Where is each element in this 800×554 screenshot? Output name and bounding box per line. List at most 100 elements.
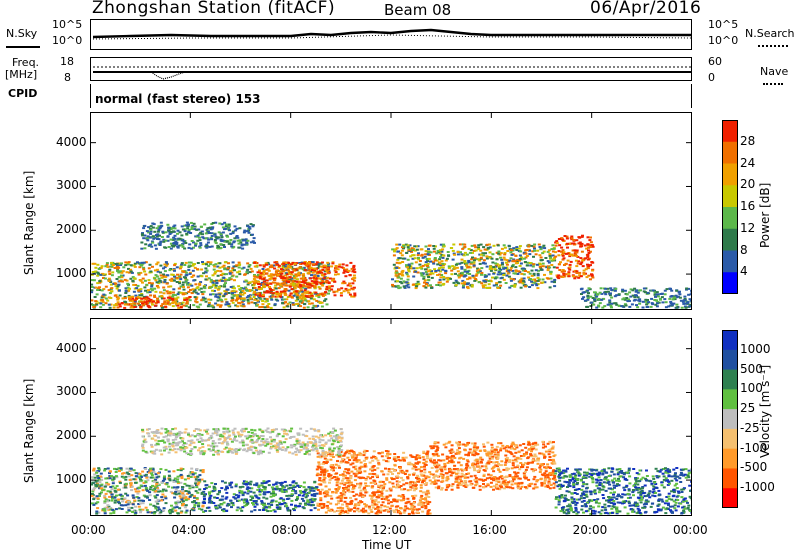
echo-cell [180, 302, 184, 305]
echo-cell [127, 294, 131, 297]
echo-cell [437, 261, 441, 264]
echo-cell [424, 460, 428, 463]
echo-cell [463, 251, 467, 254]
echo-cell [241, 293, 245, 296]
echo-cell [562, 257, 566, 260]
echo-cell [156, 261, 160, 264]
echo-cell [206, 305, 210, 308]
echo-cell [234, 229, 238, 232]
echo-cell [586, 255, 590, 258]
echo-cell [248, 487, 252, 490]
echo-cell [124, 289, 128, 292]
echo-cell [443, 263, 447, 266]
echo-cell [97, 268, 101, 270]
echo-cell [420, 494, 424, 497]
echo-cell [549, 272, 553, 275]
echo-cell [301, 295, 305, 298]
echo-cell [235, 264, 239, 267]
echo-cell [427, 276, 431, 278]
echo-cell [203, 297, 207, 300]
echo-cell [235, 296, 239, 299]
echo-cell [655, 293, 659, 296]
echo-cell [493, 268, 497, 271]
echo-cell [411, 495, 415, 498]
echo-cell [194, 291, 198, 294]
echo-cell [168, 303, 172, 306]
echo-cell [271, 488, 275, 491]
echo-cell [536, 283, 540, 286]
echo-cell [239, 304, 243, 307]
echo-cell [496, 287, 500, 289]
echo-cell [522, 277, 526, 280]
echo-cell [178, 302, 182, 305]
echo-cell [173, 241, 177, 244]
echo-cell [376, 511, 380, 514]
echo-cell [237, 242, 241, 245]
echo-cell [531, 250, 535, 253]
echo-cell [417, 480, 421, 483]
echo-cell [368, 494, 372, 497]
echo-cell [422, 275, 426, 278]
echo-cell [128, 299, 132, 302]
echo-cell [565, 235, 569, 238]
echo-cell [175, 243, 178, 245]
echo-cell [104, 492, 108, 495]
echo-cell [95, 510, 99, 513]
echo-cell [342, 290, 346, 293]
echo-cell [270, 504, 274, 506]
echo-cell [479, 243, 483, 246]
echo-cell [418, 260, 422, 262]
echo-cell [153, 230, 157, 233]
echo-cell [319, 497, 323, 500]
echo-cell [502, 267, 506, 270]
echo-cell [553, 285, 557, 288]
echo-cell [243, 292, 247, 295]
echo-cell [257, 288, 261, 290]
echo-cell [154, 500, 158, 503]
echo-cell [91, 271, 95, 273]
echo-cell [103, 469, 107, 472]
echo-cell [120, 271, 124, 274]
echo-cell [380, 492, 384, 495]
echo-cell [435, 284, 439, 286]
echo-cell [590, 261, 594, 264]
echo-cell [417, 508, 421, 511]
echo-cell [520, 272, 524, 275]
echo-cell [288, 486, 292, 489]
echo-cell [209, 228, 213, 231]
echo-cell [452, 266, 456, 269]
echo-cell [158, 244, 162, 246]
echo-cell [124, 261, 128, 264]
echo-cell [485, 248, 489, 251]
echo-cell [188, 283, 192, 286]
echo-cell [268, 278, 272, 280]
echo-cell [290, 295, 294, 298]
echo-cell [583, 299, 587, 302]
echo-cell [587, 292, 590, 295]
echo-cell [285, 267, 289, 270]
echo-cell [334, 491, 338, 494]
echo-cell [245, 271, 249, 274]
echo-cell [288, 494, 291, 497]
echo-cell [622, 297, 626, 300]
echo-cell [463, 245, 467, 248]
echo-cell [688, 298, 692, 301]
power-colorbar [722, 120, 738, 294]
echo-cell [506, 250, 510, 252]
echo-cell [156, 286, 160, 289]
echo-cell [197, 507, 201, 510]
echo-cell [102, 293, 106, 296]
echo-cell [436, 251, 440, 253]
echo-cell [112, 282, 116, 285]
echo-cell [251, 225, 255, 228]
echo-cell [445, 280, 449, 283]
echo-cell [291, 284, 295, 287]
echo-cell [453, 253, 457, 256]
echo-cell [606, 303, 610, 306]
echo-cell [319, 269, 323, 272]
echo-cell [612, 302, 616, 305]
noise-right-bottom-tick: 10^0 [708, 34, 739, 47]
echo-cell [116, 285, 120, 288]
echo-cell [118, 480, 122, 483]
echo-cell [164, 231, 168, 234]
